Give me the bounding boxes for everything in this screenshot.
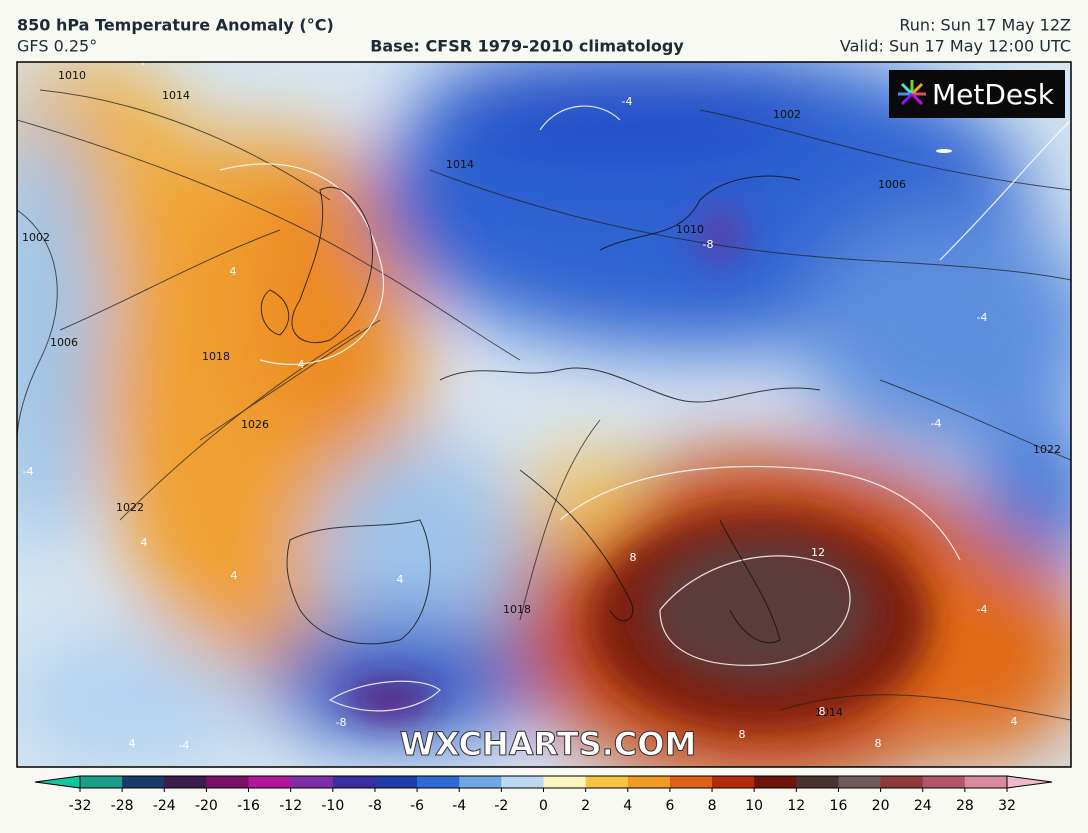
colorbar-tick-label: -10: [321, 798, 344, 814]
anomaly-label: 4: [231, 569, 238, 582]
anomaly-label: -4: [977, 311, 988, 324]
anomaly-label: -4: [179, 739, 190, 752]
isobar-label: 1014: [162, 89, 190, 102]
colorbar-segment: [712, 776, 755, 788]
colorbar-segment: [164, 776, 207, 788]
colorbar-segment: [290, 776, 334, 788]
colorbar-tick-label: 32: [998, 798, 1016, 814]
colorbar-tick-label: -32: [69, 798, 92, 814]
colorbar-segment: [838, 776, 882, 788]
anomaly-label: 8: [739, 728, 746, 741]
colorbar-tick-label: 2: [581, 798, 590, 814]
colorbar-tick-label: -2: [494, 798, 508, 814]
colorbar-tick-label: -28: [111, 798, 134, 814]
isobar-label: 1018: [202, 350, 230, 363]
colorbar-tick-label: 28: [956, 798, 974, 814]
colorbar-tick-label: 20: [872, 798, 890, 814]
anomaly-label: 8: [819, 705, 826, 718]
colorbar-tick-label: -16: [237, 798, 260, 814]
isobar-label: 1006: [878, 178, 906, 191]
map-frame: [16, 61, 1072, 768]
colorbar-segment: [374, 776, 418, 788]
colorbar-segment: [880, 776, 924, 788]
colorbar-segment: [796, 776, 839, 788]
model: GFS 0.25°: [17, 37, 97, 56]
anomaly-label: 4: [129, 737, 136, 750]
anomaly-label: -4: [931, 417, 942, 430]
anomaly-label: 8: [875, 737, 882, 750]
colorbar-segment: [206, 776, 250, 788]
anomaly-label: -4: [135, 55, 146, 68]
colorbar-tick-label: -20: [195, 798, 218, 814]
colorbar-segment: [964, 776, 1008, 788]
colorbar-segment: [122, 776, 165, 788]
run: Run: Sun 17 May 12Z: [899, 16, 1071, 35]
colorbar-tick-label: -6: [410, 798, 424, 814]
colorbar-tick-label: 0: [539, 798, 548, 814]
isobar-label: 1010: [676, 223, 704, 236]
anomaly-label: -4: [622, 95, 633, 108]
colorbar-tick-label: 8: [708, 798, 717, 814]
colorbar-tick-label: -4: [452, 798, 466, 814]
anomaly-label: 12: [811, 546, 825, 559]
logo: MetDesk: [932, 78, 1055, 111]
anomaly-label: -8: [703, 238, 714, 251]
anomaly-label: 4: [141, 536, 148, 549]
colorbar-tick-label: 10: [745, 798, 763, 814]
colorbar-segment: [417, 776, 460, 788]
colorbar-tick-label: -12: [279, 798, 302, 814]
title: 850 hPa Temperature Anomaly (°C): [17, 16, 334, 35]
colorbar-tick-label: 24: [914, 798, 932, 814]
colorbar-segment: [248, 776, 292, 788]
anomaly-label: 4: [230, 265, 237, 278]
colorbar-tick-label: -8: [368, 798, 382, 814]
anomaly-label: 4: [1011, 715, 1018, 728]
colorbar-segment: [543, 776, 587, 788]
isobar-label: 1018: [503, 603, 531, 616]
map: 1010 1014 1002 1006 1018 1026 1022 1018 1002 1006…: [17, 55, 1071, 767]
isobar-label: 1002: [22, 231, 50, 244]
isobar-label: 1014: [446, 158, 474, 171]
colorbar-segment: [501, 776, 544, 788]
isobar-label: 1010: [58, 69, 86, 82]
logo-icon: [898, 80, 926, 106]
colorbar-segment: [754, 776, 797, 788]
colorbar-tick-label: 6: [665, 798, 674, 814]
isobar-label: 1026: [241, 418, 269, 431]
anomaly-label: -8: [336, 716, 347, 729]
colorbar-end: [1006, 775, 1053, 789]
colorbar-tick-label: 16: [830, 798, 848, 814]
isobar-label: 1022: [116, 501, 144, 514]
base: Base: CFSR 1979-2010 climatology: [370, 37, 684, 56]
anomaly-label: -4: [23, 465, 34, 478]
colorbar-segment: [80, 776, 123, 788]
watermark: WXCHARTS.COM: [400, 725, 697, 763]
anomaly-label: -4: [977, 603, 988, 616]
colorbar-tick-label: 4: [623, 798, 632, 814]
colorbar-tick-label: 12: [787, 798, 805, 814]
valid: Valid: Sun 17 May 12:00 UTC: [840, 37, 1071, 56]
anomaly-label: 4: [397, 573, 404, 586]
colorbar-segment: [627, 776, 671, 788]
isobar-label: 1022: [1033, 443, 1061, 456]
colorbar-segment: [585, 776, 629, 788]
colorbar-segment: [332, 776, 376, 788]
colorbar-segment: [922, 776, 966, 788]
anomaly-label: 8: [630, 551, 637, 564]
isobar-label: 1006: [50, 336, 78, 349]
isobar-label: 1014: [815, 706, 843, 719]
colorbar-segment: [459, 776, 502, 788]
anomaly-label: 4: [298, 358, 305, 371]
colorbar-tick-label: -24: [153, 798, 176, 814]
colorbar-segment: [669, 776, 713, 788]
isobar-label: 1002: [773, 108, 801, 121]
colorbar-end: [34, 775, 81, 789]
